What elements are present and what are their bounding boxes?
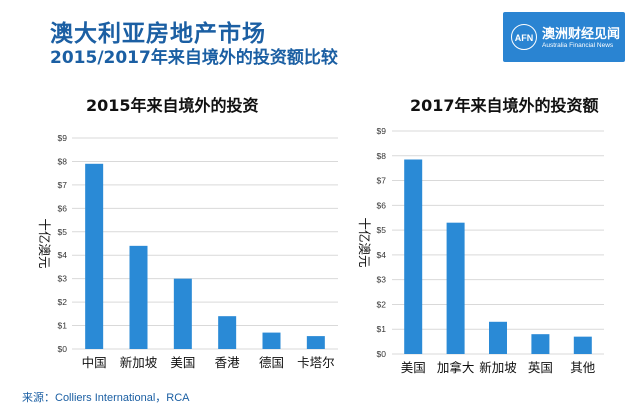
y-tick-label: $5 [58,227,68,237]
x-category-label: 香港 [215,355,241,370]
bar [404,159,423,354]
bar [306,336,325,349]
logo-name-cn: 澳洲财经见闻 [542,27,621,42]
y-tick-label: $2 [377,299,387,309]
x-category-label: 其他 [570,360,596,375]
bar [489,321,507,354]
source-note: 来源：Colliers International，RCA [22,392,190,404]
bar [129,245,148,349]
x-category-label: 德国 [259,355,284,370]
x-category-label: 中国 [82,355,107,370]
bar [85,163,104,349]
y-tick-label: $3 [377,275,387,285]
y-tick-label: $1 [58,321,68,331]
y-tick-label: $2 [58,297,68,307]
y-tick-label: $9 [377,126,387,136]
page-subtitle: 2015/2017年来自境外的投资额比较 [50,48,338,68]
y-tick-label: $3 [58,274,68,284]
x-category-label: 新加坡 [479,360,517,375]
y-tick-label: $1 [377,324,387,334]
y-tick-label: $4 [58,250,68,260]
logo-name-en: Australia Financial News [542,42,614,49]
chart-title-2017: 2017年来自境外的投资额 [410,96,599,115]
y-tick-label: $6 [377,200,387,210]
x-category-label: 美国 [401,360,426,375]
bar [218,316,237,349]
y-tick-label: $8 [377,151,387,161]
afn-badge-icon: AFN [511,24,537,50]
bar [446,222,465,354]
x-category-label: 加拿大 [437,360,475,375]
x-category-label: 新加坡 [120,355,158,370]
bar [531,334,550,354]
bar [573,336,592,354]
bar [262,332,281,349]
y-tick-label: $6 [58,203,68,213]
y-tick-label: $0 [377,349,387,359]
y-tick-label: $7 [58,180,68,190]
y-tick-label: $7 [377,176,387,186]
chart-title-2015: 2015年来自境外的投资 [86,96,259,115]
y-tick-label: $9 [58,133,68,143]
y-tick-label: $5 [377,225,387,235]
afn-logo: AFN 澳洲财经见闻 Australia Financial News [503,12,625,62]
x-category-label: 卡塔尔 [297,355,335,370]
page-title: 澳大利亚房地产市场 [50,21,266,47]
x-category-label: 美国 [170,355,195,370]
y-tick-label: $4 [377,250,387,260]
y-tick-label: $0 [58,344,68,354]
y-axis-label: 十亿澳元 [37,218,52,268]
y-axis-label: 十亿澳元 [357,217,372,267]
x-category-label: 英国 [528,360,553,375]
bar [173,278,192,349]
y-tick-label: $8 [58,156,68,166]
